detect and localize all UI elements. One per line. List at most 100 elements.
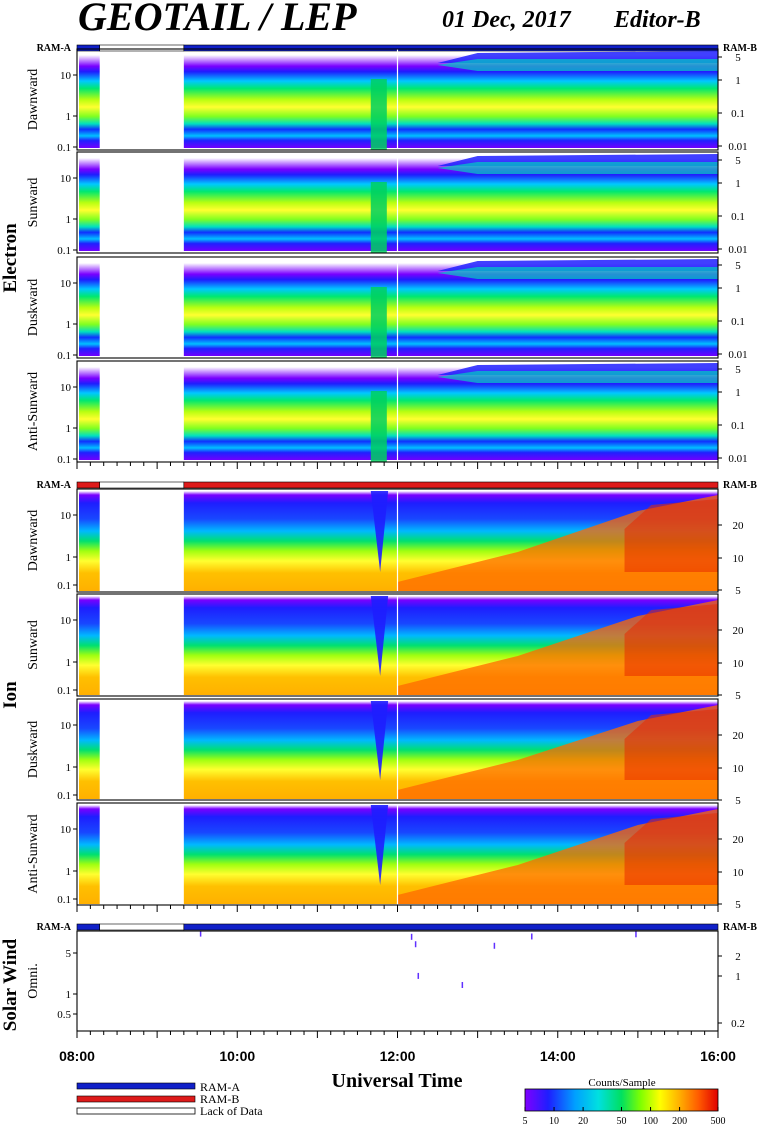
y-tick-label-right: 0.1	[731, 316, 745, 328]
y-tick-label-left: 0.1	[57, 245, 71, 257]
y-tick-label-right: 5	[735, 899, 741, 911]
colorbar-tick-label: 200	[672, 1116, 687, 1127]
y-tick-label-right: 5	[735, 364, 741, 376]
y-tick-label-right: 20	[733, 520, 745, 532]
panel-label: Dawnward	[26, 69, 41, 130]
ion-spectrogram-segment	[79, 805, 100, 904]
electron-dropout-feature	[370, 182, 387, 253]
y-tick-label-left: 1	[66, 319, 72, 331]
y-tick-label-right: 0.01	[728, 349, 747, 361]
y-tick-label-left: 1	[66, 762, 72, 774]
ion-dropout-feature	[370, 701, 389, 780]
plot-editor: Editor-B	[613, 7, 701, 33]
ion-peak-flux-region	[624, 813, 718, 885]
colorbar-title: Counts/Sample	[588, 1077, 655, 1089]
y-tick-label-left: 0.1	[57, 580, 71, 592]
y-tick-label-right: 0.1	[731, 420, 745, 432]
y-tick-label-right: 1	[735, 178, 741, 190]
electron-panel-duskward: Duskward 10 1 0.1 5 1 0.1 0.01	[26, 256, 748, 362]
panel-label: Duskward	[26, 279, 41, 337]
legend-swatch-ram-a	[76, 1082, 196, 1090]
panel-label: Duskward	[26, 721, 41, 779]
legend-label-lack-of-data: Lack of Data	[200, 1104, 263, 1118]
ion-panel-duskward: Duskward 10 1 0.1 20 10 5	[26, 698, 744, 807]
electron-spectrogram-segment	[79, 158, 100, 251]
panel-frame	[76, 48, 719, 151]
solar-wind-data-point	[531, 933, 533, 940]
y-tick-label-left: 0.1	[57, 142, 71, 154]
y-tick-label-left: 10	[60, 70, 72, 82]
ram-legend: RAM-A RAM-B Lack of Data	[76, 1080, 263, 1118]
y-tick-label-right: 0.01	[728, 244, 747, 256]
y-tick-label-left: 1	[66, 111, 72, 123]
electron-mid-energy-extension	[437, 59, 718, 71]
y-tick-label-right: 0.1	[731, 108, 745, 120]
panel-label: Anti-Sunward	[26, 372, 41, 451]
colorbar: Counts/Sample 5 10 20 50 100 200 500	[523, 1077, 726, 1127]
electron-dropout-feature	[370, 79, 387, 150]
ion-spectrogram-segment	[79, 596, 100, 695]
y-tick-label-left: 5	[66, 948, 72, 960]
group-label-ion: Ion	[0, 681, 21, 709]
y-tick-label-right: 0.1	[731, 211, 745, 223]
y-tick-label-left: 10	[60, 510, 72, 522]
y-tick-label-right: 1	[735, 283, 741, 295]
y-tick-label-right: 5	[735, 52, 741, 64]
ram-status-bar-segment	[99, 481, 185, 489]
y-tick-label-left: 1	[66, 214, 72, 226]
ion-spectrogram-segment	[79, 701, 100, 799]
panel-frame	[76, 698, 719, 801]
colorbar-tick-label: 100	[643, 1116, 658, 1127]
panel-frame	[76, 488, 719, 593]
y-tick-label-right: 1	[735, 75, 741, 87]
colorbar-tick-label: 5	[523, 1116, 528, 1127]
y-tick-label-left: 10	[60, 720, 72, 732]
colorbar-tick-label: 500	[711, 1116, 726, 1127]
y-tick-label-right: 20	[733, 625, 745, 637]
y-tick-label-left: 1	[66, 552, 72, 564]
y-tick-label-left: 0.1	[57, 894, 71, 906]
colorbar-tick-label: 10	[549, 1116, 559, 1127]
ram-status-bar-segment	[76, 44, 101, 52]
y-tick-label-right: 1	[735, 387, 741, 399]
ram-b-label: RAM-B	[723, 43, 757, 54]
y-tick-label-left: 10	[60, 615, 72, 627]
electron-dropout-feature	[370, 391, 387, 462]
y-tick-label-right: 2	[735, 951, 741, 963]
legend-label-ram-a: RAM-A	[200, 1080, 240, 1094]
ram-b-label: RAM-B	[723, 922, 757, 933]
x-tick-label: 14:00	[540, 1048, 576, 1064]
y-tick-label-right: 0.2	[731, 1018, 745, 1030]
ram-a-label: RAM-A	[37, 43, 72, 54]
panel-label: Dawnward	[26, 510, 41, 571]
plot-title: GEOTAIL / LEP	[78, 0, 357, 39]
group-label-solar-wind: Solar Wind	[0, 938, 21, 1031]
ion-spectrogram-segment	[79, 491, 100, 591]
solar-wind-data-point	[493, 942, 496, 949]
y-tick-label-right: 5	[735, 155, 741, 167]
ion-dropout-feature	[370, 491, 389, 572]
electron-panel-sunward: Sunward 10 1 0.1 5 1 0.1 0.01	[26, 151, 748, 257]
x-tick-label: 10:00	[219, 1048, 255, 1064]
colorbar-tick-label: 50	[617, 1116, 627, 1127]
electron-panel-dawnward: Dawnward 10 1 0.1 5 1 0.1 0.01	[26, 48, 748, 154]
y-tick-label-left: 0.1	[57, 454, 71, 466]
ion-dropout-feature	[370, 805, 389, 885]
y-tick-label-left: 10	[60, 278, 72, 290]
y-tick-label-left: 1	[66, 657, 72, 669]
solar-wind-data-point	[410, 933, 413, 940]
panel-frame	[76, 151, 719, 254]
electron-dropout-feature	[370, 287, 387, 358]
y-tick-label-left: 1	[66, 866, 72, 878]
electron-spectrogram-segment	[79, 55, 100, 148]
y-tick-label-left: 1	[66, 989, 72, 1001]
solar-wind-data-point	[414, 941, 417, 948]
solar-wind-group: RAM-A RAM-B Omni. 5 1 0.5 2 1 0.2	[26, 922, 757, 1038]
y-tick-label-left: 0.1	[57, 685, 71, 697]
ion-peak-flux-region	[624, 709, 718, 780]
ram-a-label: RAM-A	[37, 480, 72, 491]
electron-spectrogram-segment	[79, 263, 100, 356]
y-tick-label-right: 5	[735, 585, 741, 597]
ram-status-bar-segment	[183, 923, 719, 931]
ion-panel-sunward: Sunward 10 1 0.1 20 10 5	[26, 593, 745, 702]
